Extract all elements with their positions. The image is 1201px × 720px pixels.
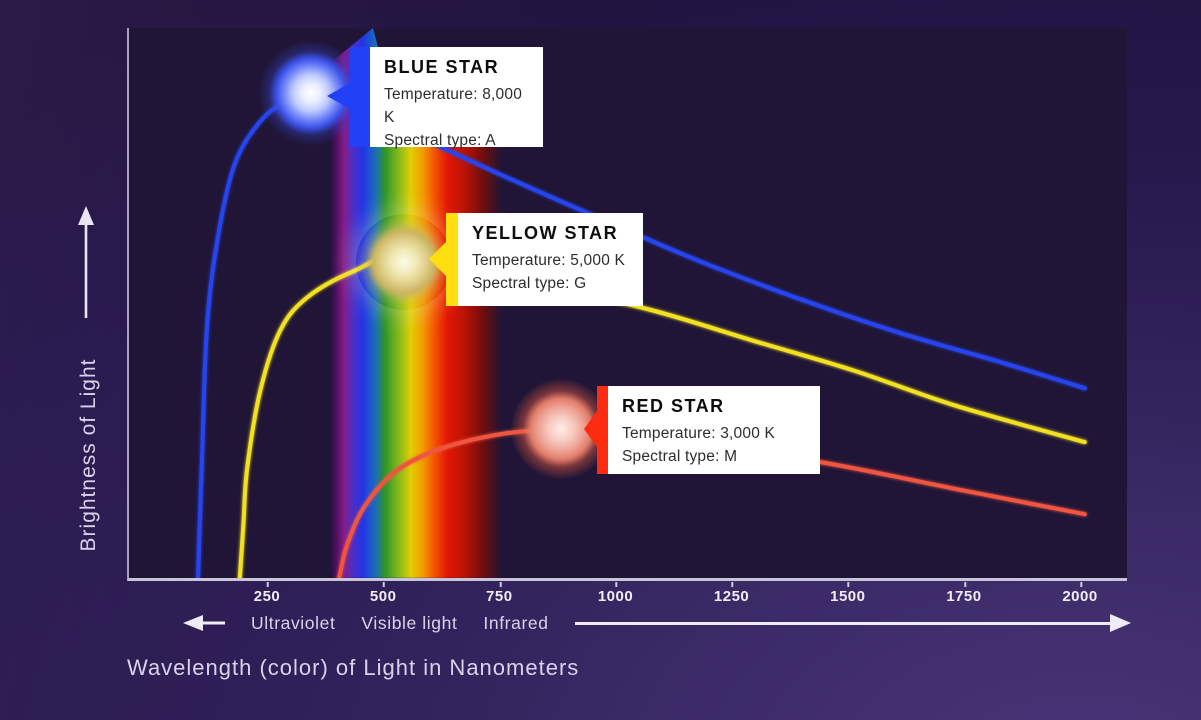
x-axis-title: Wavelength (color) of Light in Nanometer… xyxy=(127,655,580,680)
left-arrow-icon xyxy=(183,615,225,631)
x-tick-label: 1500 xyxy=(830,582,866,605)
blue-star-callout: BLUE STAR Temperature: 8,000 K Spectral … xyxy=(327,47,543,149)
yellow-star-callout: YELLOW STAR Temperature: 5,000 K Spectra… xyxy=(429,213,643,306)
right-arrow-line xyxy=(574,621,1111,625)
callout-temperature: Temperature: 5,000 K xyxy=(472,251,626,269)
x-tick-label: 500 xyxy=(369,582,397,605)
callout-spectral-type: Spectral type: A xyxy=(384,132,496,150)
x-axis-ticks: 250 500 750 1000 1250 1500 1750 2000 xyxy=(127,582,1125,608)
x-tick-label: 1750 xyxy=(946,582,982,605)
x-tick-label: 1000 xyxy=(597,582,634,605)
callout-pointer xyxy=(584,411,597,447)
y-axis-arrow-icon xyxy=(78,206,94,318)
wavelength-region-labels: Ultraviolet Visible light Infrared xyxy=(183,610,1133,636)
x-tick-label: 750 xyxy=(486,582,513,605)
callout-temperature: Temperature: 8,000 K xyxy=(384,85,523,126)
callout-title: YELLOW STAR xyxy=(472,223,619,243)
callout-spectral-type: Spectral type: M xyxy=(622,447,738,465)
blue-star-curve xyxy=(196,92,1087,578)
region-label-visible: Visible light xyxy=(361,612,458,633)
callout-temperature: Temperature: 3,000 K xyxy=(622,424,776,442)
x-tick-label: 1250 xyxy=(713,582,750,605)
callout-accent-bar xyxy=(446,213,458,306)
callout-pointer xyxy=(327,83,350,109)
callout-spectral-type: Spectral type: G xyxy=(472,274,587,292)
callout-accent-bar xyxy=(597,386,608,474)
region-label-ultraviolet: Ultraviolet xyxy=(251,612,336,633)
x-tick-label: 250 xyxy=(253,582,281,605)
callout-accent-bar xyxy=(350,47,370,147)
callout-pointer xyxy=(429,242,446,276)
region-label-infrared: Infrared xyxy=(483,612,549,633)
x-tick-label: 2000 xyxy=(1062,582,1098,605)
callout-title: RED STAR xyxy=(622,396,725,416)
red-star-callout: RED STAR Temperature: 3,000 K Spectral t… xyxy=(584,386,820,474)
y-axis-label: Brightness of Light xyxy=(77,358,100,552)
callout-title: BLUE STAR xyxy=(384,57,500,77)
